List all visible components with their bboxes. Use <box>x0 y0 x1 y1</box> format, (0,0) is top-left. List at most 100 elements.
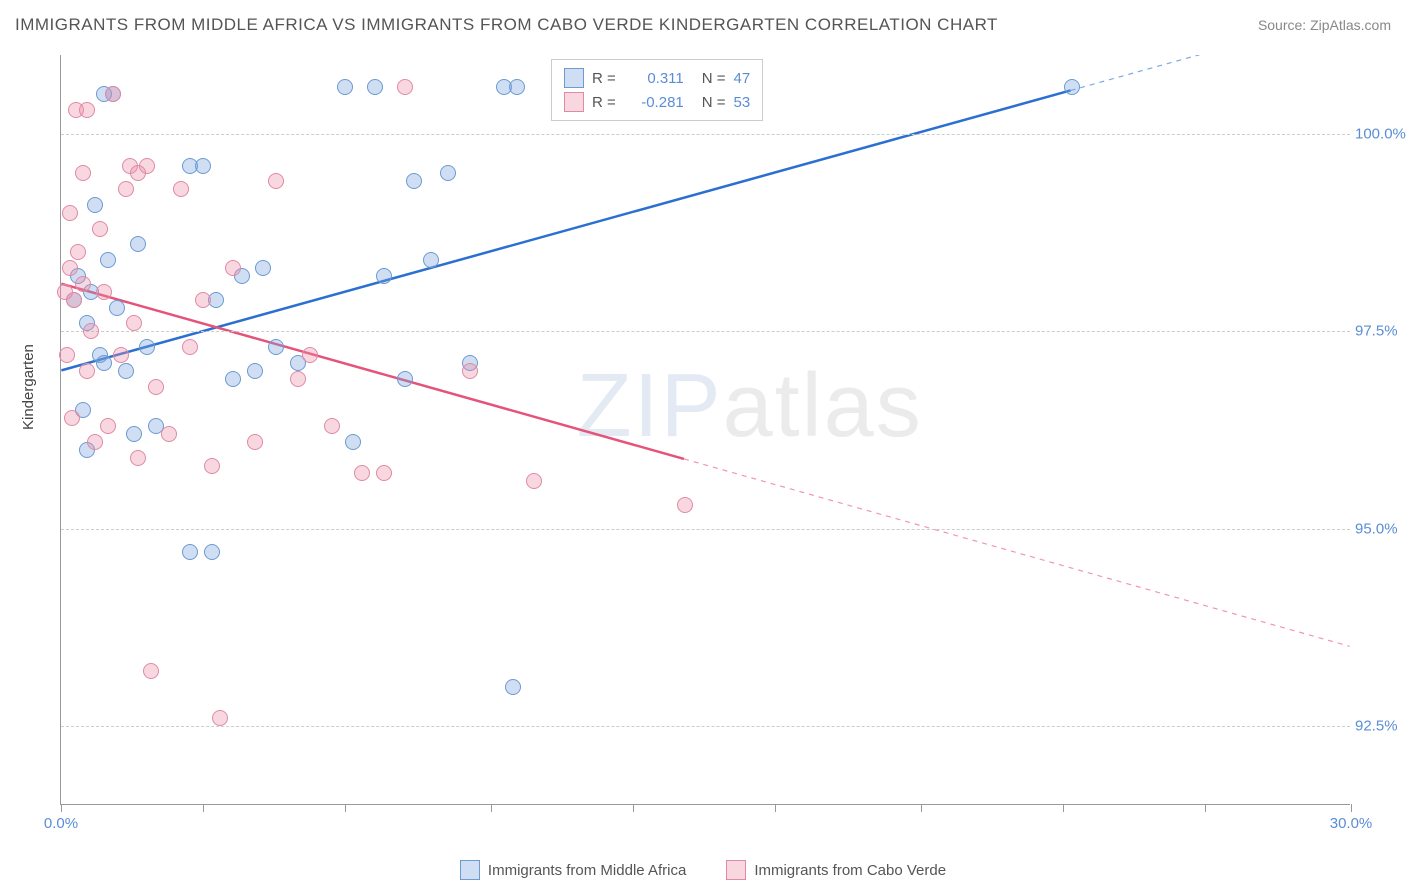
data-point <box>79 102 95 118</box>
stats-legend-row: R = 0.311 N = 47 <box>564 66 750 90</box>
data-point <box>173 181 189 197</box>
x-tick <box>1063 804 1064 812</box>
data-point <box>225 371 241 387</box>
legend-item-series-1: Immigrants from Middle Africa <box>460 860 686 880</box>
y-axis-label: Kindergarten <box>20 344 37 430</box>
n-label: N = <box>702 70 726 87</box>
trend-line-extrapolated <box>684 459 1350 646</box>
gridline <box>61 331 1350 332</box>
data-point <box>204 544 220 560</box>
data-point <box>62 260 78 276</box>
x-tick <box>921 804 922 812</box>
data-point <box>526 473 542 489</box>
data-point <box>302 347 318 363</box>
data-point <box>247 363 263 379</box>
data-point <box>87 434 103 450</box>
x-tick <box>491 804 492 812</box>
data-point <box>105 86 121 102</box>
y-tick-label: 100.0% <box>1355 125 1406 142</box>
data-point <box>92 221 108 237</box>
x-tick <box>1351 804 1352 812</box>
y-tick-label: 92.5% <box>1355 718 1406 735</box>
data-point <box>255 260 271 276</box>
data-point <box>440 165 456 181</box>
stats-swatch <box>564 92 584 112</box>
data-point <box>143 663 159 679</box>
bottom-legend: Immigrants from Middle Africa Immigrants… <box>0 860 1406 880</box>
data-point <box>345 434 361 450</box>
data-point <box>247 434 263 450</box>
data-point <box>376 268 392 284</box>
x-tick <box>345 804 346 812</box>
data-point <box>62 205 78 221</box>
data-point <box>1064 79 1080 95</box>
r-value: 0.311 <box>624 70 684 87</box>
y-tick-label: 95.0% <box>1355 520 1406 537</box>
trend-line <box>61 90 1070 370</box>
data-point <box>204 458 220 474</box>
data-point <box>64 410 80 426</box>
data-point <box>109 300 125 316</box>
gridline <box>61 134 1350 135</box>
data-point <box>57 284 73 300</box>
trend-line-extrapolated <box>1071 55 1350 90</box>
data-point <box>337 79 353 95</box>
trend-lines-svg <box>61 55 1350 804</box>
data-point <box>83 323 99 339</box>
gridline <box>61 529 1350 530</box>
data-point <box>161 426 177 442</box>
data-point <box>130 450 146 466</box>
x-tick <box>61 804 62 812</box>
data-point <box>367 79 383 95</box>
x-tick <box>775 804 776 812</box>
legend-label-2: Immigrants from Cabo Verde <box>754 862 946 879</box>
plot-area: ZIPatlas R =0.311N =47R =-0.281N =53 92.… <box>60 55 1350 805</box>
stats-legend-row: R = -0.281 N = 53 <box>564 90 750 114</box>
data-point <box>59 347 75 363</box>
data-point <box>148 379 164 395</box>
legend-swatch-1 <box>460 860 480 880</box>
data-point <box>505 679 521 695</box>
source-label: Source: ZipAtlas.com <box>1258 17 1391 33</box>
data-point <box>397 79 413 95</box>
n-value: 47 <box>734 70 751 87</box>
data-point <box>397 371 413 387</box>
r-label: R = <box>592 70 616 87</box>
data-point <box>130 165 146 181</box>
data-point <box>462 363 478 379</box>
data-point <box>139 339 155 355</box>
legend-item-series-2: Immigrants from Cabo Verde <box>726 860 946 880</box>
data-point <box>87 197 103 213</box>
legend-label-1: Immigrants from Middle Africa <box>488 862 686 879</box>
data-point <box>100 418 116 434</box>
data-point <box>182 544 198 560</box>
data-point <box>195 292 211 308</box>
watermark: ZIPatlas <box>577 355 923 458</box>
data-point <box>509 79 525 95</box>
data-point <box>182 339 198 355</box>
data-point <box>70 244 86 260</box>
data-point <box>100 252 116 268</box>
data-point <box>113 347 129 363</box>
n-value: 53 <box>734 94 751 111</box>
r-value: -0.281 <box>624 94 684 111</box>
data-point <box>376 465 392 481</box>
gridline <box>61 726 1350 727</box>
data-point <box>324 418 340 434</box>
stats-swatch <box>564 68 584 88</box>
legend-swatch-2 <box>726 860 746 880</box>
data-point <box>268 339 284 355</box>
data-point <box>126 426 142 442</box>
data-point <box>406 173 422 189</box>
data-point <box>195 158 211 174</box>
data-point <box>96 284 112 300</box>
y-tick-label: 97.5% <box>1355 323 1406 340</box>
data-point <box>212 710 228 726</box>
n-label: N = <box>702 94 726 111</box>
r-label: R = <box>592 94 616 111</box>
data-point <box>79 363 95 379</box>
data-point <box>225 260 241 276</box>
chart-title: IMMIGRANTS FROM MIDDLE AFRICA VS IMMIGRA… <box>15 15 998 35</box>
data-point <box>130 236 146 252</box>
data-point <box>126 315 142 331</box>
